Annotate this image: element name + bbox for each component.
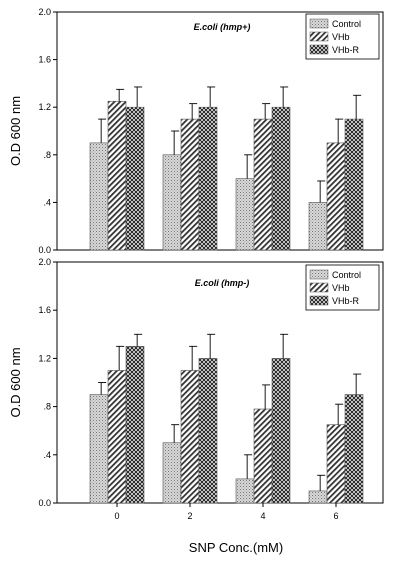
bar-vhb-2 [180, 118, 200, 251]
legend-label-vhb-r: VHb-R [332, 296, 360, 306]
bar-vhb-r-4 [271, 106, 291, 251]
bar-control-6 [308, 202, 328, 251]
y-tick-label: .4 [43, 450, 51, 460]
legend: Control VHb VHb-R [305, 264, 380, 311]
chart-panel-1: 0.0 .4 .8 1.2 1.6 2.0 O.D 600 nm E.coli (hmp+) C… [8, 7, 384, 255]
bar-vhb-6 [326, 142, 346, 251]
y-tick-label: .8 [43, 150, 51, 160]
plot-frame [56, 11, 384, 251]
bar-control-2 [162, 442, 182, 504]
panel-title: E.coli (hmp+) [194, 22, 251, 32]
bar-control-6 [308, 490, 328, 504]
y-tick-label: 1.6 [38, 305, 51, 315]
legend-swatch-vhb [309, 282, 329, 293]
legend-label-vhb: VHb [332, 283, 350, 293]
legend-label-control: Control [332, 270, 361, 280]
bar-vhb-4 [253, 408, 273, 504]
bar-vhb-r-6 [344, 118, 364, 251]
bar-vhb-r-4 [271, 358, 291, 504]
y-tick-label: 1.2 [38, 353, 51, 363]
bar-vhb-r-2 [198, 358, 218, 504]
panel-title: E.coli (hmp-) [195, 278, 250, 288]
y-tick-label: 2.0 [38, 7, 51, 17]
legend-label-vhb-r: VHb-R [332, 45, 360, 55]
y-tick-label: .8 [43, 402, 51, 412]
bar-vhb-0 [107, 100, 127, 251]
legend-swatch-control [309, 269, 329, 280]
bar-control-0 [89, 142, 109, 251]
legend-label-vhb: VHb [332, 32, 350, 42]
bar-vhb-r-0 [125, 346, 145, 504]
chart-panel-2: 0.0 .4 .8 1.2 1.6 2.0 O.D 600 nm E.coli (hmp-) 0… [8, 257, 384, 555]
x-tick-label: 2 [187, 511, 192, 521]
legend-swatch-vhb [309, 31, 329, 42]
plot-frame [56, 261, 384, 504]
bar-control-0 [89, 394, 109, 504]
y-tick-label: 1.6 [38, 55, 51, 65]
x-tick-label: 4 [260, 511, 265, 521]
bar-vhb-r-0 [125, 106, 145, 251]
y-tick-label: 0.0 [38, 498, 51, 508]
legend-swatch-control [309, 18, 329, 29]
bar-vhb-r-2 [198, 106, 218, 251]
x-tick-label: 6 [333, 511, 338, 521]
bar-control-2 [162, 154, 182, 251]
legend-label-control: Control [332, 19, 361, 29]
bar-vhb-r-6 [344, 394, 364, 504]
legend: Control VHb VHb-R [305, 13, 380, 60]
y-tick-label: 1.2 [38, 102, 51, 112]
x-tick-label: 0 [114, 511, 119, 521]
y-tick-label: .4 [43, 197, 51, 207]
y-tick-label: 0.0 [38, 245, 51, 255]
bar-vhb-0 [107, 370, 127, 504]
y-axis-label: O.D 600 nm [8, 347, 23, 417]
y-tick-label: 2.0 [38, 257, 51, 267]
bar-control-4 [235, 478, 255, 504]
y-axis-label: O.D 600 nm [8, 96, 23, 166]
legend-swatch-vhb-r [309, 295, 329, 306]
bar-control-4 [235, 178, 255, 251]
legend-swatch-vhb-r [309, 44, 329, 55]
x-axis-label: SNP Conc.(mM) [189, 540, 283, 555]
bar-vhb-6 [326, 424, 346, 504]
bar-vhb-4 [253, 118, 273, 251]
bar-vhb-2 [180, 370, 200, 504]
